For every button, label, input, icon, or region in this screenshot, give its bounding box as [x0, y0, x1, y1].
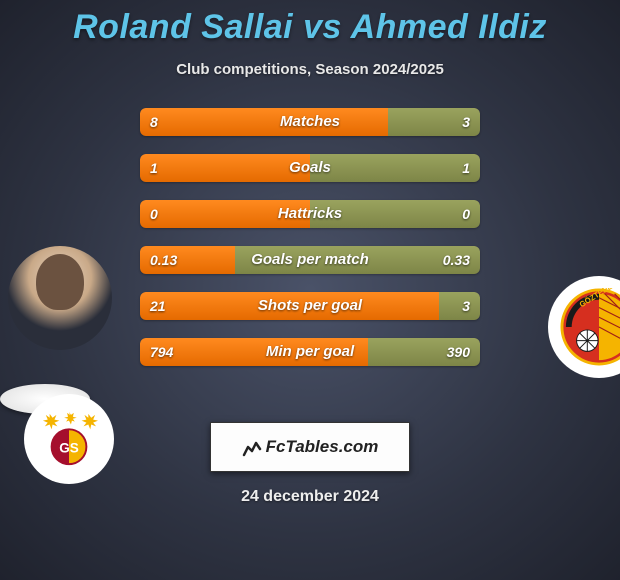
stat-label: Shots per goal [140, 292, 480, 320]
snapshot-date: 24 december 2024 [0, 488, 620, 506]
stat-value-right: 3 [462, 292, 470, 320]
stat-row: 1Goals1 [140, 154, 480, 182]
player1-club-badge: GS [24, 394, 114, 484]
stat-row: 0Hattricks0 [140, 200, 480, 228]
player1-photo [8, 246, 112, 350]
galatasaray-icon: GS [40, 410, 98, 468]
brand-watermark: FcTables.com [210, 422, 410, 472]
comparison-title: Roland Sallai vs Ahmed Ildiz [0, 0, 620, 47]
svg-text:GS: GS [59, 441, 79, 456]
stat-row: 8Matches3 [140, 108, 480, 136]
stat-row: 0.13Goals per match0.33 [140, 246, 480, 274]
goztepe-icon: GÖZTEPE [560, 288, 620, 366]
stat-row: 794Min per goal390 [140, 338, 480, 366]
stat-label: Goals [140, 154, 480, 182]
stat-value-right: 3 [462, 108, 470, 136]
stat-label: Min per goal [140, 338, 480, 366]
brand-icon [242, 437, 262, 457]
stat-value-right: 1 [462, 154, 470, 182]
stat-value-right: 0 [462, 200, 470, 228]
stat-bars-container: 8Matches3 1Goals1 0Hattricks0 0.13Goals per… [140, 108, 480, 366]
stat-label: Matches [140, 108, 480, 136]
stat-row: 21Shots per goal3 [140, 292, 480, 320]
stat-value-right: 390 [447, 338, 470, 366]
comparison-content: 8Matches3 1Goals1 0Hattricks0 0.13Goals per… [0, 108, 620, 414]
brand-text: FcTables.com [266, 437, 379, 457]
stat-label: Hattricks [140, 200, 480, 228]
player2-club-badge: GÖZTEPE [548, 276, 620, 378]
comparison-subtitle: Club competitions, Season 2024/2025 [0, 61, 620, 78]
stat-value-right: 0.33 [443, 246, 470, 274]
stat-label: Goals per match [140, 246, 480, 274]
